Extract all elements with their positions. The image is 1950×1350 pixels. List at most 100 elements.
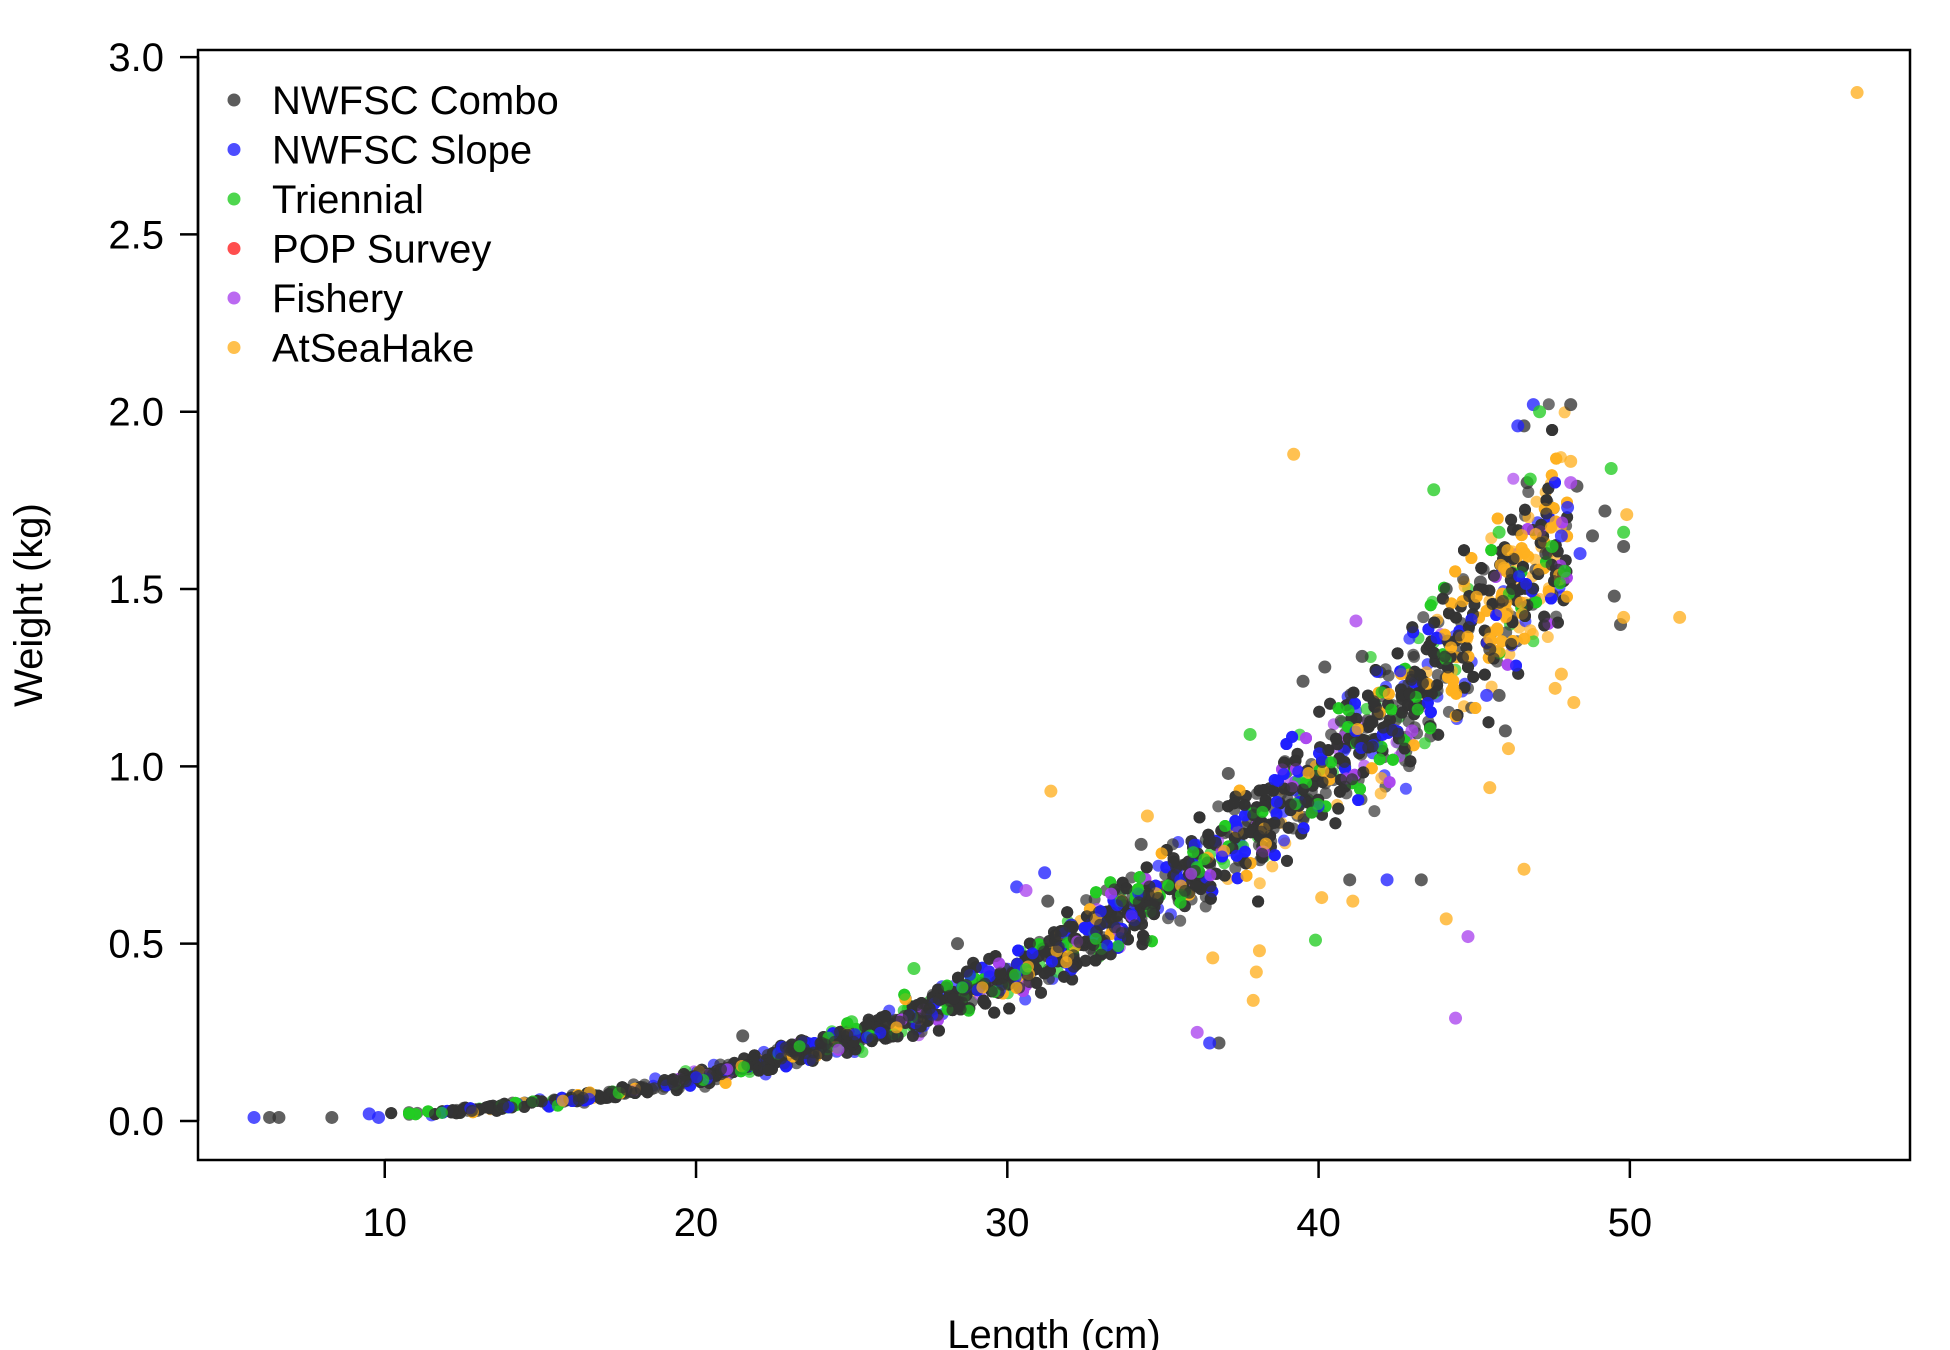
data-point [1470, 590, 1483, 603]
data-point [1026, 947, 1039, 960]
data-point [1218, 869, 1231, 882]
data-point [1545, 539, 1559, 553]
data-point [1478, 668, 1491, 681]
legend-item: AtSeaHake [227, 327, 474, 371]
data-point [1190, 1025, 1204, 1039]
data-point [1546, 424, 1559, 436]
data-point [1333, 785, 1346, 798]
data-point [1501, 742, 1515, 756]
data-point [1392, 727, 1405, 740]
data-point [1134, 837, 1148, 851]
y-tick-label: 0.5 [108, 923, 164, 967]
data-point [988, 1006, 1001, 1019]
data-point [1449, 565, 1462, 578]
legend-marker [227, 291, 241, 305]
data-point [1317, 764, 1330, 777]
data-point [1518, 632, 1531, 645]
data-point [1162, 912, 1175, 925]
data-point [1607, 589, 1621, 603]
data-point [640, 1083, 653, 1096]
data-point [1447, 681, 1460, 694]
data-point [1277, 768, 1290, 780]
data-point [1289, 754, 1302, 767]
data-point [1617, 539, 1631, 553]
data-point [1049, 929, 1062, 942]
data-point [977, 995, 990, 1008]
data-point [1162, 879, 1175, 892]
data-point [1517, 862, 1531, 876]
data-point [1311, 798, 1324, 810]
data-point [1019, 883, 1033, 897]
data-point [1428, 616, 1441, 629]
data-point [906, 1029, 919, 1042]
data-point [1204, 880, 1217, 893]
data-point [1520, 578, 1533, 590]
data-point [1514, 596, 1527, 609]
data-point [1231, 872, 1244, 885]
data-point [1030, 976, 1043, 989]
data-point [1405, 724, 1419, 738]
data-point [1564, 454, 1578, 468]
data-point [1146, 897, 1159, 910]
data-point [898, 988, 911, 1001]
data-point [1529, 528, 1542, 540]
data-point [1491, 512, 1504, 525]
data-point [1535, 518, 1548, 531]
data-point [325, 1110, 339, 1124]
data-point [1488, 569, 1500, 582]
data-point [1038, 967, 1051, 980]
data-point [1617, 525, 1631, 539]
data-point [1278, 756, 1291, 769]
data-point [932, 1024, 945, 1037]
x-tick-label: 40 [1296, 1201, 1341, 1245]
data-point [1140, 861, 1153, 874]
y-tick-label: 1.0 [108, 745, 164, 789]
data-point [1228, 797, 1240, 810]
data-point [832, 1043, 845, 1056]
data-point [435, 1106, 448, 1119]
data-point [1374, 787, 1387, 800]
data-point [1128, 919, 1141, 932]
data-point [1404, 755, 1417, 768]
data-point [1212, 800, 1225, 813]
series-points [247, 86, 1864, 1124]
data-point [1267, 784, 1280, 797]
data-point [1617, 610, 1631, 624]
data-point [1285, 782, 1298, 795]
data-point [762, 1064, 775, 1076]
data-point [1023, 937, 1036, 950]
data-point [1411, 703, 1424, 716]
data-point [1352, 794, 1365, 806]
data-point [1063, 920, 1076, 933]
data-point [1458, 544, 1470, 557]
data-point [1554, 667, 1568, 681]
data-point [1278, 834, 1290, 847]
data-point [1346, 773, 1359, 786]
data-point [1438, 650, 1451, 663]
data-point [1061, 906, 1074, 919]
data-point [1421, 696, 1434, 709]
data-point [976, 981, 989, 994]
data-point [1524, 624, 1537, 637]
data-point [1534, 536, 1547, 549]
data-point [481, 1101, 494, 1113]
data-point [572, 1094, 585, 1107]
data-point [1003, 1002, 1016, 1015]
data-point [1483, 632, 1496, 645]
data-point [1209, 836, 1222, 849]
data-point [247, 1110, 261, 1124]
data-point [933, 993, 946, 1006]
data-point [1850, 86, 1864, 100]
data-point [1673, 610, 1687, 624]
data-point [1424, 599, 1437, 612]
data-point [1228, 831, 1241, 844]
data-point [1385, 703, 1398, 716]
data-point [956, 981, 969, 994]
data-point [1482, 716, 1495, 729]
data-point [1101, 939, 1114, 952]
data-point [1417, 611, 1430, 624]
data-point [1080, 894, 1093, 907]
data-point [1436, 592, 1449, 605]
data-point [1270, 807, 1283, 820]
data-point [1268, 849, 1281, 862]
